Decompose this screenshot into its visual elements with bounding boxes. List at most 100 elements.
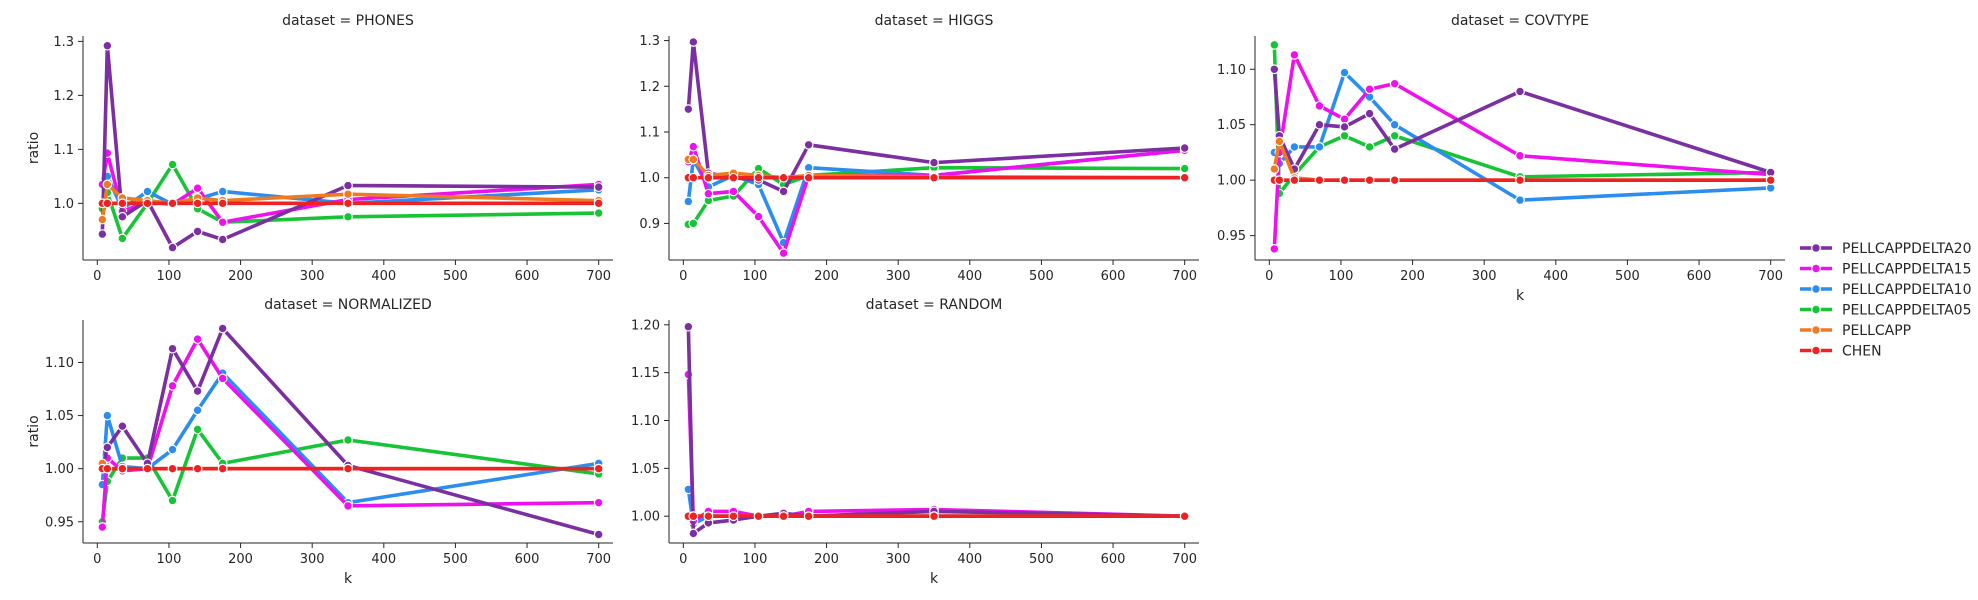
y-tick-label: 1.00 (45, 462, 74, 477)
data-point-pellcapp (97, 214, 108, 225)
legend-label: PELLCAPPDELTA20 (1842, 241, 1971, 257)
x-tick-label: 500 (1029, 269, 1054, 284)
x-axis-label: k (1516, 288, 1525, 304)
x-tick-label: 600 (515, 269, 540, 284)
data-point-pellcappdelta05 (1389, 130, 1400, 141)
data-point-pellcappdelta20 (167, 343, 178, 354)
data-point-pellcappdelta15 (1515, 150, 1525, 161)
data-point-pellcappdelta20 (1314, 119, 1325, 130)
data-point-pellcappdelta20 (593, 182, 604, 193)
y-tick-label: 1.15 (631, 366, 660, 381)
data-point-pellcappdelta10 (1515, 195, 1525, 206)
x-tick-label: 700 (1758, 269, 1783, 284)
y-tick-label: 1.1 (639, 126, 660, 141)
data-point-pellcappdelta20 (192, 226, 203, 237)
data-point-pellcappdelta05 (593, 208, 604, 218)
data-point-chen (192, 463, 203, 474)
y-axis-label: ratio (26, 132, 42, 164)
x-tick-label: 200 (228, 269, 253, 284)
x-tick-label: 300 (1472, 269, 1497, 284)
data-point-pellcapp (1274, 136, 1285, 147)
x-tick-label: 700 (1172, 552, 1197, 567)
data-point-chen (167, 463, 178, 474)
data-point-pellcappdelta05 (117, 233, 128, 244)
data-point-pellcappdelta15 (343, 500, 353, 511)
x-tick-label: 200 (814, 552, 839, 567)
data-point-pellcappdelta20 (593, 529, 604, 540)
data-point-pellcappdelta20 (778, 186, 789, 197)
data-point-chen (803, 511, 814, 522)
y-tick-label: 1.00 (1217, 174, 1246, 189)
y-tick-label: 1.0 (53, 197, 74, 212)
chart-panel-4: 0 100 200 300 400 500 600 700 1.00 1.05 1.10 1.15 1.… (631, 297, 1199, 587)
chart-panel-1: 0 100 200 300 400 500 600 700 0.9 1.0 1.1 1.2 1.3 dat… (639, 13, 1199, 284)
x-tick-label: 700 (1172, 269, 1197, 284)
data-point-pellcappdelta15 (728, 186, 739, 197)
data-point-chen (753, 511, 764, 522)
data-point-chen (703, 172, 714, 183)
x-tick-label: 400 (957, 552, 982, 567)
data-point-pellcappdelta20 (102, 442, 113, 453)
y-tick-label: 1.3 (53, 35, 74, 50)
data-point-pellcapp (102, 179, 113, 190)
legend-label: PELLCAPPDELTA15 (1842, 262, 1971, 278)
legend-label: PELLCAPP (1842, 323, 1911, 339)
data-point-chen (1314, 175, 1325, 186)
data-point-pellcappdelta20 (117, 421, 128, 432)
data-point-pellcapp (343, 189, 353, 200)
data-point-pellcappdelta10 (102, 410, 113, 421)
data-point-pellcappdelta20 (929, 157, 939, 168)
x-tick-label: 300 (300, 552, 325, 567)
legend-label: PELLCAPPDELTA10 (1842, 282, 1971, 298)
x-tick-label: 200 (814, 269, 839, 284)
data-point-chen (1765, 175, 1776, 186)
y-tick-label: 0.95 (1217, 229, 1246, 244)
data-point-pellcappdelta20 (683, 104, 694, 115)
y-tick-label: 0.9 (639, 217, 660, 232)
data-point-pellcappdelta10 (1389, 119, 1400, 130)
x-tick-label: 300 (886, 552, 911, 567)
data-point-chen (1179, 511, 1190, 522)
data-point-pellcappdelta15 (753, 211, 764, 222)
data-point-pellcappdelta10 (192, 405, 203, 416)
y-tick-label: 1.05 (631, 462, 660, 477)
data-point-pellcappdelta05 (167, 159, 178, 170)
x-tick-label: 600 (515, 552, 540, 567)
data-point-pellcappdelta05 (192, 424, 203, 435)
legend-marker-pellcappdelta20 (1811, 243, 1821, 253)
x-tick-label: 600 (1687, 269, 1712, 284)
y-tick-label: 1.00 (631, 510, 660, 525)
data-point-chen (1389, 175, 1400, 186)
legend-marker-chen (1811, 345, 1821, 356)
x-tick-label: 700 (586, 269, 611, 284)
data-point-pellcapp (1269, 164, 1280, 174)
panel-title: dataset = COVTYPE (1451, 13, 1589, 29)
panel-title: dataset = PHONES (282, 13, 414, 29)
data-point-pellcappdelta05 (1269, 39, 1280, 50)
data-point-pellcapp (688, 154, 699, 165)
y-tick-label: 0.95 (45, 515, 74, 530)
x-tick-label: 0 (679, 269, 687, 284)
data-point-pellcappdelta15 (1389, 78, 1400, 89)
data-point-pellcappdelta15 (778, 248, 789, 259)
y-tick-label: 1.1 (53, 143, 74, 158)
data-point-chen (753, 172, 764, 183)
data-point-pellcappdelta15 (1314, 100, 1325, 111)
data-point-chen (117, 463, 128, 474)
x-tick-label: 100 (743, 552, 768, 567)
y-tick-label: 1.2 (53, 89, 74, 104)
data-point-chen (343, 198, 353, 209)
y-tick-label: 1.10 (631, 414, 660, 429)
data-point-pellcappdelta20 (1389, 144, 1400, 155)
y-tick-label: 1.3 (639, 34, 660, 49)
data-point-pellcappdelta05 (167, 495, 178, 506)
data-point-chen (688, 511, 699, 522)
data-point-chen (1364, 175, 1375, 186)
data-point-pellcappdelta15 (192, 334, 203, 345)
x-tick-label: 500 (1029, 552, 1054, 567)
y-tick-label: 1.05 (45, 409, 74, 424)
data-point-pellcappdelta15 (167, 380, 178, 391)
x-tick-label: 500 (443, 269, 468, 284)
data-point-pellcappdelta05 (688, 218, 699, 229)
data-point-pellcappdelta20 (217, 234, 228, 245)
